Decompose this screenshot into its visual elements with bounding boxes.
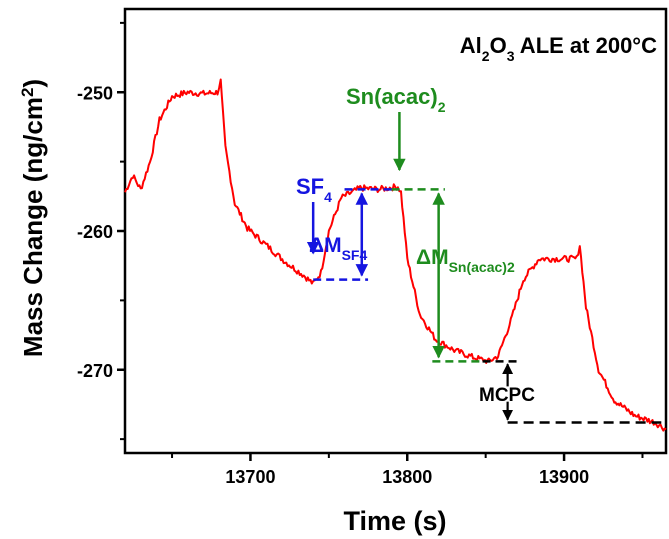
y-axis-label-sup: 2 — [18, 88, 37, 97]
title-o: O — [490, 33, 507, 58]
y-tick-label: -270 — [77, 361, 113, 381]
annotation-layer — [306, 112, 662, 424]
plot-title-annotation: Al2O3 ALE at 200°C — [460, 33, 657, 64]
x-tick-label: 13700 — [225, 467, 275, 487]
y-axis-label: Mass Change (ng/cm2) — [18, 79, 49, 357]
title-sub-2: 2 — [482, 48, 490, 64]
y-axis: -250 -260 -270 — [77, 21, 125, 441]
sf4-label-sub: 4 — [324, 189, 332, 205]
y-axis-label-close: ) — [18, 79, 48, 88]
x-axis-label: Time (s) — [343, 506, 446, 536]
y-axis-label-main: Mass Change (ng/cm — [18, 97, 48, 357]
x-tick-label: 13800 — [382, 467, 432, 487]
data-line — [124, 78, 667, 432]
snacac-label-main: Sn(acac) — [346, 84, 438, 109]
x-tick-label: 13900 — [539, 467, 589, 487]
snacac-label: Sn(acac)2 — [346, 84, 446, 115]
x-axis: 13700 13800 13900 — [171, 453, 644, 487]
sf4-label: SF4 — [296, 174, 332, 205]
title-al: Al — [460, 33, 482, 58]
plot-frame — [123, 7, 668, 455]
series-layer — [124, 78, 667, 432]
delta-m-sn-label: ΔMSn(acac)2 — [416, 246, 515, 275]
delta-m-sf4-sub: SF4 — [342, 247, 368, 263]
delta-m-sf4-main: ΔM — [309, 234, 342, 257]
delta-m-sn-sub: Sn(acac)2 — [449, 259, 515, 275]
sf4-label-main: SF — [296, 174, 324, 199]
delta-m-sf4-label: ΔMSF4 — [309, 234, 367, 263]
title-sub-3: 3 — [507, 48, 515, 64]
y-tick-label: -250 — [77, 83, 113, 103]
delta-m-sn-main: ΔM — [416, 246, 449, 269]
y-tick-label: -260 — [77, 222, 113, 242]
snacac-label-sub: 2 — [438, 99, 446, 115]
mcpc-label: MCPC — [479, 385, 535, 406]
title-rest: ALE at 200°C — [515, 33, 658, 58]
